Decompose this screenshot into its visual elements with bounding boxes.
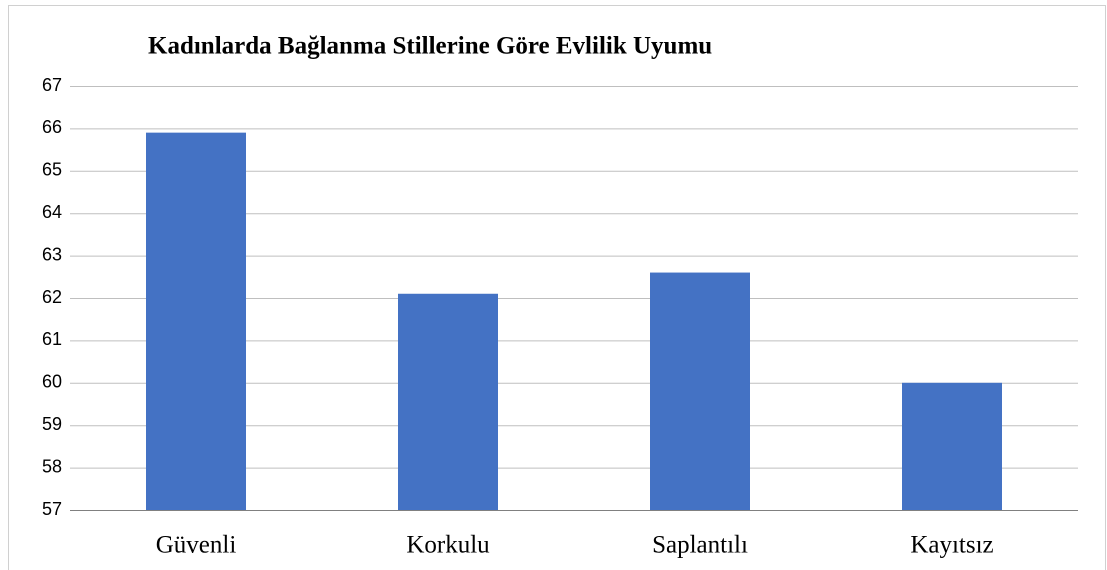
y-tick-label: 65 bbox=[42, 160, 62, 180]
bar bbox=[398, 293, 498, 510]
bar bbox=[902, 382, 1002, 510]
x-tick-label: Kayıtsız bbox=[910, 532, 993, 559]
y-tick-label: 57 bbox=[42, 499, 62, 519]
x-tick-label: Saplantılı bbox=[652, 532, 748, 559]
y-tick-label: 67 bbox=[42, 75, 62, 95]
chart-title: Kadınlarda Bağlanma Stillerine Göre Evli… bbox=[148, 33, 712, 60]
chart-frame bbox=[8, 5, 1106, 570]
y-tick-label: 58 bbox=[42, 456, 62, 476]
bar bbox=[650, 272, 750, 510]
y-tick-label: 61 bbox=[42, 329, 62, 349]
y-tick-label: 66 bbox=[42, 117, 62, 137]
x-tick-label: Güvenli bbox=[156, 532, 237, 559]
bar bbox=[146, 132, 246, 510]
y-tick-label: 62 bbox=[42, 287, 62, 307]
y-tick-label: 59 bbox=[42, 414, 62, 434]
y-tick-label: 60 bbox=[42, 372, 62, 392]
x-tick-label: Korkulu bbox=[406, 532, 490, 559]
y-tick-label: 63 bbox=[42, 244, 62, 264]
y-tick-label: 64 bbox=[42, 202, 62, 222]
